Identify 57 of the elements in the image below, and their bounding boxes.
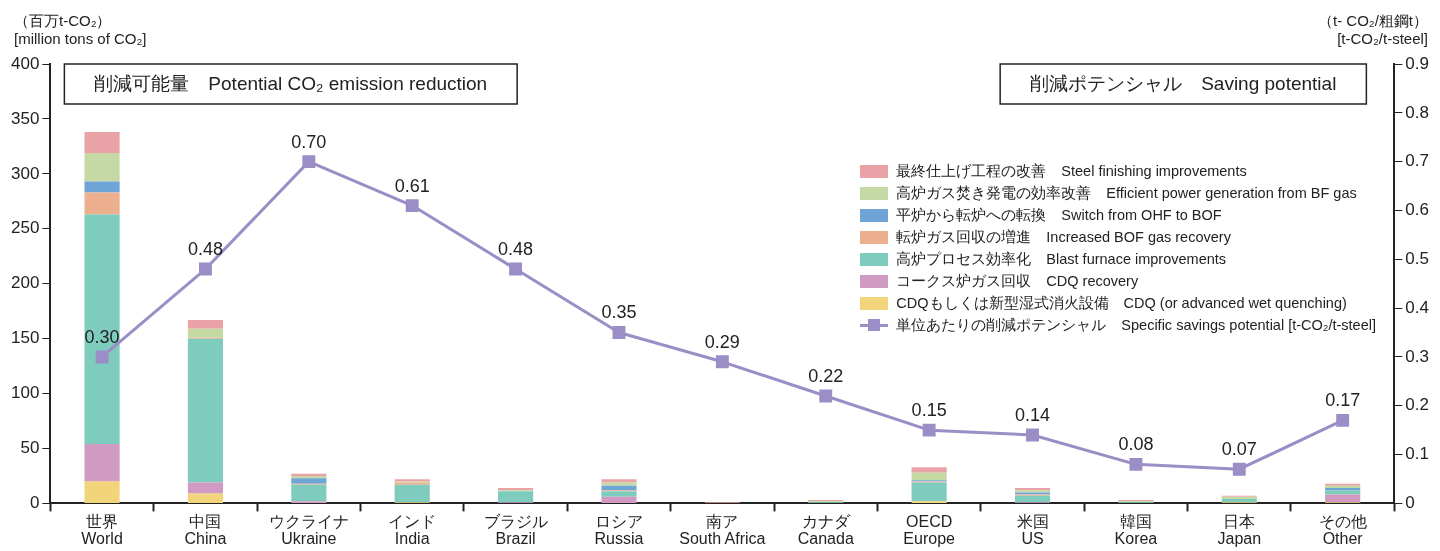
- y2-tick-label: 0.6: [1405, 200, 1430, 220]
- data-label: 0.14: [1015, 405, 1051, 426]
- y2-tick-label: 0.4: [1405, 297, 1430, 317]
- data-label: 0.22: [808, 365, 844, 386]
- legend-label: 転炉ガス回収の増進 Increased BOF gas recovery: [896, 228, 1231, 247]
- y2-tick-label: 0: [1405, 493, 1415, 513]
- y2-tick-label: 0.7: [1405, 151, 1430, 171]
- x-tick-label: 米国 US: [1016, 513, 1049, 548]
- y-tick-label: 350: [10, 108, 40, 128]
- x-tick-label: ロシア Russia: [594, 513, 644, 548]
- y-tick-label: 150: [10, 328, 40, 348]
- data-label: 0.35: [601, 302, 637, 323]
- legend-label: 高炉プロセス効率化 Blast furnace improvements: [896, 250, 1227, 269]
- data-label: 0.07: [1221, 439, 1257, 460]
- y2-axis-title: （t- CO₂/粗鋼t） [t-CO₂/t-steel]: [1318, 12, 1428, 47]
- y-axis-title: （百万t-CO₂） [million tons of CO₂]: [14, 12, 147, 47]
- y2-tick-label: 0.8: [1405, 102, 1430, 122]
- y2-tick-label: 0.1: [1405, 444, 1430, 464]
- y2-tick-label: 0.3: [1405, 346, 1430, 366]
- legend-label: 単位あたりの削減ポテンシャル Specific savings potential [t-CO₂/t-steel]: [896, 316, 1376, 335]
- x-tick-label: 南ア South Africa: [679, 513, 766, 548]
- x-tick-label: ブラジル Brazil: [483, 513, 548, 548]
- y2-tick-label: 0.5: [1405, 248, 1430, 268]
- legend-label: コークス炉ガス回収 CDQ recovery: [896, 272, 1139, 291]
- annotation: 削減可能量 Potential CO₂ emission reduction: [94, 73, 488, 95]
- y-tick-label: 0: [29, 493, 40, 513]
- annotation: 削減ポテンシャル Saving potential: [1030, 73, 1337, 95]
- x-tick-label: カナダ Canada: [797, 513, 854, 548]
- x-tick-label: 韓国 Korea: [1114, 513, 1158, 548]
- y2-tick-label: 0.2: [1405, 395, 1430, 415]
- y-tick-label: 100: [10, 383, 40, 403]
- data-label: 0.48: [187, 239, 223, 260]
- x-tick-label: 中国 China: [184, 513, 227, 548]
- y-tick-label: 50: [20, 438, 40, 458]
- data-label: 0.17: [1325, 390, 1361, 411]
- y-tick-label: 200: [10, 273, 40, 293]
- data-label: 0.15: [911, 400, 947, 421]
- legend-label: CDQもしくは新型湿式消火設備 CDQ (or advanced wet quenching): [896, 294, 1347, 313]
- x-tick-label: 世界 World: [81, 513, 123, 548]
- data-label: 0.08: [1118, 434, 1154, 455]
- legend-label: 高炉ガス焚き発電の効率改善 Efficient power generation from BF gas: [896, 184, 1357, 203]
- x-tick-label: 日本 Japan: [1217, 513, 1262, 548]
- y-tick-label: 400: [10, 53, 40, 73]
- x-tick-label: OECD Europe: [903, 513, 956, 548]
- data-label: 0.61: [394, 175, 430, 196]
- data-label: 0.70: [291, 131, 327, 152]
- data-label: 0.48: [498, 239, 534, 260]
- x-tick-label: ウクライナ Ukraine: [268, 513, 349, 548]
- data-label: 0.29: [704, 331, 740, 352]
- y2-tick-label: 0.9: [1405, 53, 1430, 73]
- legend-label: 最終仕上げ工程の改善 Steel finishing improvements: [896, 162, 1247, 181]
- x-tick-label: その他 Other: [1318, 513, 1367, 548]
- y-tick-label: 300: [10, 163, 40, 183]
- data-label: 0.30: [84, 326, 120, 347]
- legend-label: 平炉から転炉への転換 Switch from OHF to BOF: [896, 206, 1222, 225]
- y-tick-label: 250: [10, 218, 40, 238]
- x-tick-label: インド India: [388, 513, 437, 548]
